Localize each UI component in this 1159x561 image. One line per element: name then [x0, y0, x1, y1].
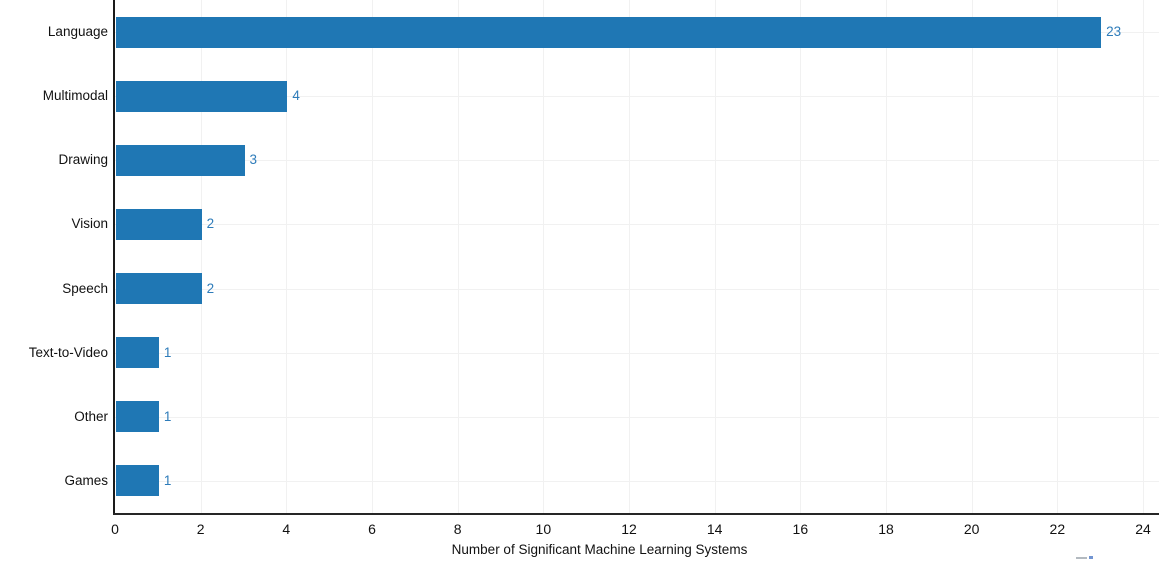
- bar-value-label: 2: [206, 280, 215, 296]
- x-axis-spine: [113, 513, 1159, 515]
- x-tick-label: 12: [621, 521, 637, 537]
- x-tick-label: 6: [368, 521, 376, 537]
- bar-value-label: 23: [1106, 24, 1122, 40]
- bar-value-label: 1: [163, 408, 172, 424]
- x-tick-label: 10: [535, 521, 552, 537]
- gridline-vertical: [800, 0, 802, 513]
- category-label: Speech: [62, 280, 108, 296]
- category-label: Text-to-Video: [28, 344, 108, 360]
- gridline-vertical: [286, 0, 288, 513]
- bar-other: [116, 401, 159, 433]
- category-label: Language: [47, 24, 108, 40]
- gridline-vertical: [971, 0, 973, 513]
- bar-drawing: [116, 144, 245, 176]
- bar-value-label: 2: [206, 216, 215, 232]
- x-tick-label: 4: [282, 521, 291, 537]
- category-label: Multimodal: [42, 88, 108, 104]
- gridline-horizontal: [115, 352, 1159, 354]
- bar-value-label: 1: [163, 472, 172, 488]
- watermark-fragment-icon: [1076, 557, 1087, 559]
- gridline-vertical: [629, 0, 630, 513]
- gridline-vertical: [200, 0, 202, 513]
- bar-language: [116, 16, 1102, 48]
- gridline-vertical: [714, 0, 716, 513]
- x-tick-label: 0: [111, 521, 119, 537]
- gridline-vertical: [1057, 0, 1059, 513]
- gridline-vertical: [543, 0, 545, 513]
- x-tick-label: 8: [453, 521, 462, 537]
- bar-value-label: 4: [292, 88, 300, 104]
- y-axis-spine: [113, 0, 115, 513]
- category-label: Vision: [71, 216, 108, 232]
- gridline-vertical: [457, 0, 459, 513]
- category-label: Other: [74, 408, 108, 424]
- bar-text-to-video: [116, 337, 159, 369]
- bar-games: [116, 465, 159, 497]
- gridline-vertical: [1143, 0, 1144, 513]
- bar-value-label: 3: [249, 152, 258, 168]
- category-label: Drawing: [58, 152, 108, 168]
- gridline-horizontal: [115, 416, 1159, 418]
- x-tick-label: 2: [196, 521, 205, 537]
- gridline-horizontal: [115, 160, 1159, 162]
- x-tick-label: 22: [1049, 521, 1066, 537]
- x-tick-label: 16: [792, 521, 809, 537]
- gridline-horizontal: [115, 96, 1159, 98]
- gridline-horizontal: [115, 224, 1159, 226]
- bar-value-label: 1: [163, 344, 172, 360]
- x-tick-label: 20: [963, 521, 980, 537]
- x-tick-label: 24: [1135, 521, 1151, 537]
- bar-vision: [116, 208, 202, 240]
- gridline-horizontal: [115, 288, 1159, 290]
- bar-speech: [116, 273, 202, 305]
- gridline-horizontal: [115, 480, 1159, 482]
- x-tick-label: 18: [878, 521, 894, 537]
- x-tick-label: 14: [706, 521, 723, 537]
- x-axis-title: Number of Significant Machine Learning S…: [451, 542, 748, 557]
- gridline-vertical: [886, 0, 887, 513]
- gridline-vertical: [372, 0, 373, 513]
- watermark-fragment-icon: [1089, 556, 1093, 559]
- bar-multimodal: [116, 80, 288, 112]
- category-label: Games: [64, 472, 108, 488]
